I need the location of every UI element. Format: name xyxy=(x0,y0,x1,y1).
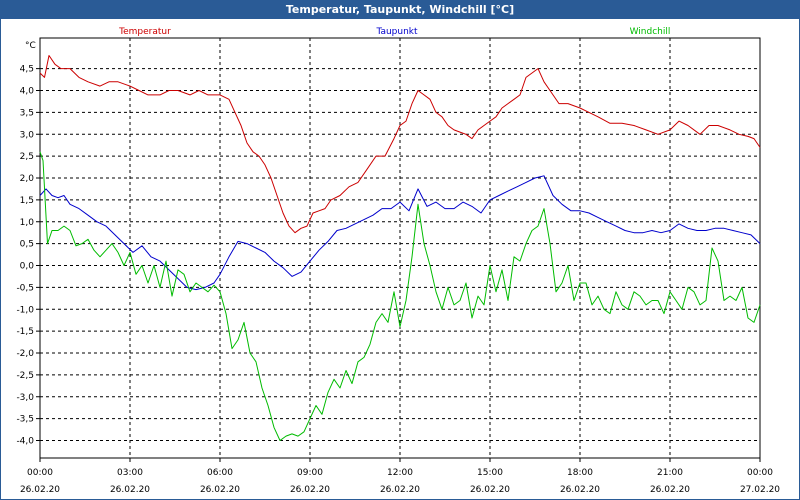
legend-label-temperatur: Temperatur xyxy=(118,27,171,37)
y-tick-label: -0,5 xyxy=(16,283,34,293)
y-axis-label: °C xyxy=(25,41,36,51)
y-tick-label: 1,0 xyxy=(20,218,35,228)
x-tick-label-time: 15:00 xyxy=(477,468,503,478)
x-tick-label-date: 27.02.20 xyxy=(740,485,780,495)
x-tick-label-time: 21:00 xyxy=(657,468,683,478)
y-tick-label: 4,0 xyxy=(20,87,35,97)
x-tick-label-time: 00:00 xyxy=(27,468,53,478)
y-tick-label: 1,5 xyxy=(20,196,34,206)
legend-label-windchill: Windchill xyxy=(630,27,671,37)
y-tick-label: -3,5 xyxy=(16,415,34,425)
series-line-windchill xyxy=(39,151,761,441)
x-tick-label-date: 26.02.20 xyxy=(560,485,600,495)
y-tick-label: -4,0 xyxy=(16,437,34,447)
y-tick-label: 2,0 xyxy=(20,174,35,184)
series-line-temperatur xyxy=(39,55,761,234)
y-tick-label: -1,0 xyxy=(16,305,34,315)
y-tick-label: 3,0 xyxy=(20,130,35,140)
legend-label-taupunkt: Taupunkt xyxy=(375,27,418,37)
x-tick-label-date: 26.02.20 xyxy=(470,485,510,495)
y-tick-label: 2,5 xyxy=(20,152,34,162)
x-tick-label-time: 09:00 xyxy=(297,468,323,478)
y-tick-label: -1,5 xyxy=(16,327,34,337)
series-line-taupunkt xyxy=(39,175,761,291)
y-tick-label: -3,0 xyxy=(16,393,34,403)
x-tick-label-time: 03:00 xyxy=(117,468,143,478)
chart-title: Temperatur, Taupunkt, Windchill [°C] xyxy=(0,0,800,19)
plot-frame xyxy=(39,37,761,459)
x-tick-label-time: 12:00 xyxy=(387,468,413,478)
y-tick-label: 4,5 xyxy=(20,65,34,75)
y-tick-label: -2,5 xyxy=(16,371,34,381)
x-tick-label-date: 26.02.20 xyxy=(20,485,60,495)
x-tick-label-date: 26.02.20 xyxy=(110,485,150,495)
y-tick-label: 0,5 xyxy=(20,240,34,250)
x-tick-label-date: 26.02.20 xyxy=(290,485,330,495)
x-tick-label-date: 26.02.20 xyxy=(380,485,420,495)
y-tick-label: -2,0 xyxy=(16,349,34,359)
x-tick-label-time: 18:00 xyxy=(567,468,593,478)
x-tick-label-time: 00:00 xyxy=(747,468,773,478)
x-tick-label-date: 26.02.20 xyxy=(200,485,240,495)
x-tick-label-date: 26.02.20 xyxy=(650,485,690,495)
y-tick-label: 3,5 xyxy=(20,108,34,118)
x-tick-label-time: 06:00 xyxy=(207,468,233,478)
y-tick-label: 0,0 xyxy=(20,262,35,272)
